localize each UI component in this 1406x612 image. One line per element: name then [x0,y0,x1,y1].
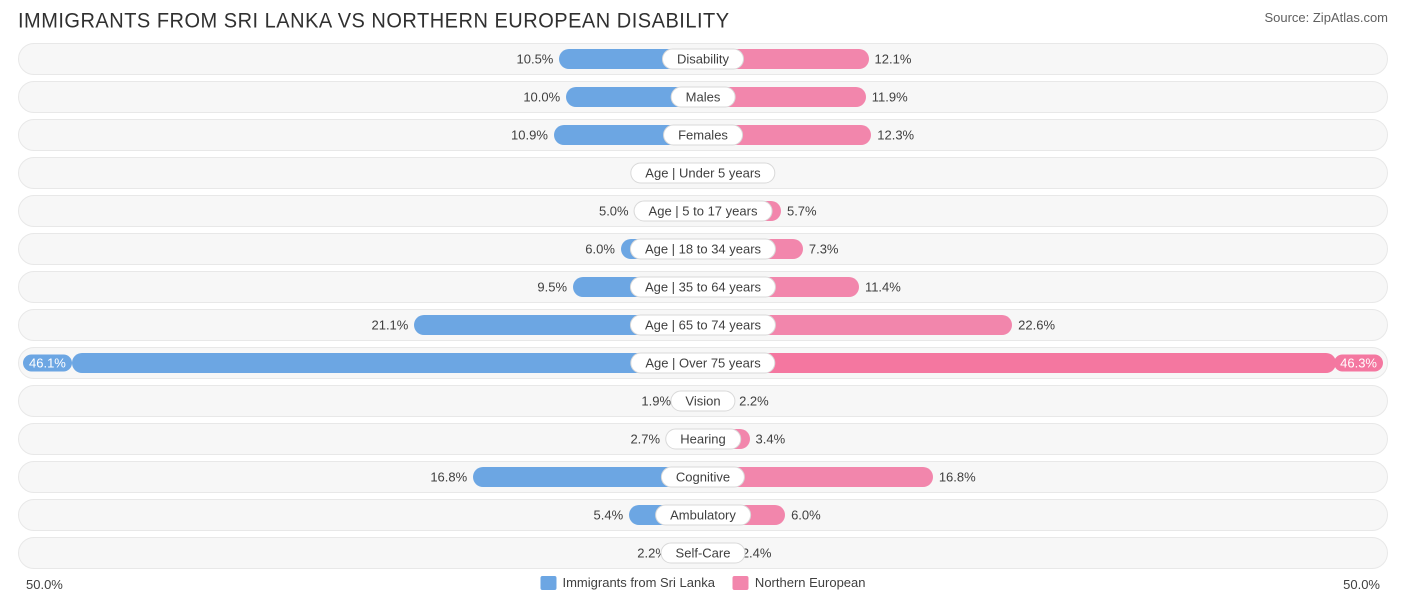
legend-label-left: Immigrants from Sri Lanka [562,575,714,590]
chart-row: Self-Care2.2%2.4% [18,537,1388,569]
value-right: 2.2% [739,394,769,409]
chart-footer: 50.0% Immigrants from Sri Lanka Northern… [0,575,1406,599]
bar-left [72,353,703,373]
category-label: Cognitive [661,467,745,488]
chart-row: Vision1.9% 2.2% [18,385,1388,417]
value-right: 46.3% [1334,355,1383,372]
value-left: 46.1% [23,355,72,372]
value-left: 5.0% [599,204,629,219]
value-right: 5.7% [787,204,817,219]
category-label: Age | 18 to 34 years [630,239,776,260]
category-label: Disability [662,49,744,70]
value-right: 16.8% [939,470,976,485]
value-right: 12.3% [877,128,914,143]
value-right: 11.4% [865,280,901,295]
chart-header: IMMIGRANTS FROM SRI LANKA VS NORTHERN EU… [0,0,1406,39]
value-right: 7.3% [809,242,839,257]
value-left: 16.8% [430,470,467,485]
chart-row: Cognitive 16.8% 16.8% [18,461,1388,493]
category-label: Females [663,125,743,146]
value-left: 1.9% [641,394,671,409]
chart-row: Age | Over 75 years 46.1% 46.3% [18,347,1388,379]
legend-swatch-right [733,576,749,590]
chart-row: Females 10.9% 12.3% [18,119,1388,151]
category-label: Age | Over 75 years [630,353,775,374]
category-label: Age | 65 to 74 years [630,315,776,336]
category-label: Age | 35 to 64 years [630,277,776,298]
value-left: 6.0% [585,242,615,257]
value-left: 2.7% [630,432,660,447]
legend-item-left: Immigrants from Sri Lanka [540,575,714,590]
category-label: Ambulatory [655,505,751,526]
chart-row: Age | 18 to 34 years 6.0% 7.3% [18,233,1388,265]
value-left: 10.0% [523,90,560,105]
value-right: 2.4% [742,546,772,561]
category-label: Vision [670,391,735,412]
chart-legend: Immigrants from Sri Lanka Northern Europ… [540,575,865,590]
bar-right [703,353,1336,373]
category-label: Age | 5 to 17 years [634,201,773,222]
chart-row: Age | 5 to 17 years 5.0% 5.7% [18,195,1388,227]
value-right: 12.1% [875,52,912,67]
chart-row: Ambulatory 5.4% 6.0% [18,499,1388,531]
chart-area: Disability 10.5% 12.1% Males 10.0% 11.9% Femal… [0,39,1406,569]
chart-row: Disability 10.5% 12.1% [18,43,1388,75]
category-label: Self-Care [661,543,746,564]
axis-max-right: 50.0% [1343,577,1380,592]
chart-row: Hearing 2.7% 3.4% [18,423,1388,455]
category-label: Hearing [665,429,741,450]
value-left: 10.9% [511,128,548,143]
chart-source: Source: ZipAtlas.com [1264,10,1388,25]
axis-max-left: 50.0% [26,577,63,592]
legend-swatch-left [540,576,556,590]
category-label: Males [671,87,736,108]
category-label: Age | Under 5 years [630,163,775,184]
value-right: 11.9% [872,90,908,105]
chart-row: Males 10.0% 11.9% [18,81,1388,113]
value-left: 5.4% [594,508,624,523]
chart-row: Age | 65 to 74 years 21.1% 22.6% [18,309,1388,341]
chart-row: Age | 35 to 64 years 9.5% 11.4% [18,271,1388,303]
legend-label-right: Northern European [755,575,866,590]
value-right: 6.0% [791,508,821,523]
chart-row: Age | Under 5 years1.1%1.6% [18,157,1388,189]
value-right: 3.4% [756,432,786,447]
value-right: 22.6% [1018,318,1055,333]
value-left: 21.1% [371,318,408,333]
value-left: 10.5% [517,52,554,67]
value-left: 9.5% [537,280,567,295]
legend-item-right: Northern European [733,575,866,590]
chart-title: IMMIGRANTS FROM SRI LANKA VS NORTHERN EU… [18,9,730,33]
